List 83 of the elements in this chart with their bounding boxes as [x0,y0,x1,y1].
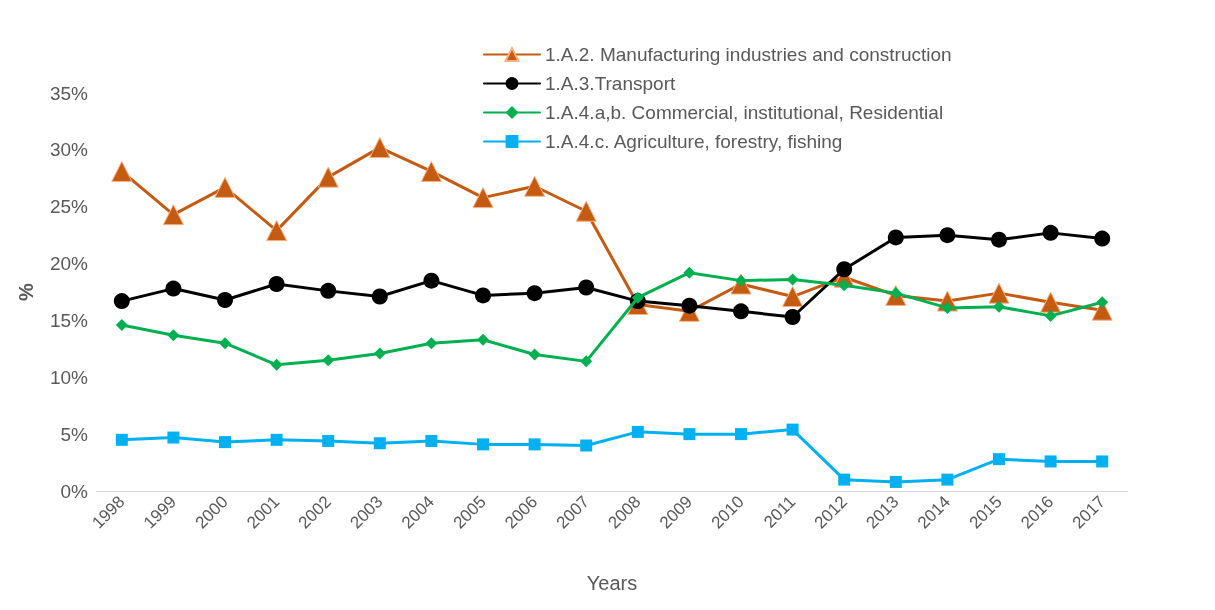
point [425,337,438,350]
point [1042,224,1059,241]
point [320,282,337,299]
point [317,166,339,188]
legend-label: 1.A.4.c. Agriculture, forestry, fishing [545,131,843,152]
point [373,437,386,450]
point [477,333,489,346]
point [836,261,853,278]
y-tick-label: 35% [49,82,89,104]
y-tick-label: 15% [49,309,89,331]
point [1044,309,1057,322]
point [580,355,593,368]
point [988,282,1010,304]
point [167,431,180,444]
y-tick-label: 20% [49,253,89,275]
point [268,276,285,293]
point [575,200,597,222]
point [425,434,438,447]
point [371,288,388,305]
x-axis-title: Years [586,572,638,594]
point [1094,230,1111,247]
point [528,438,541,451]
point [217,291,233,308]
point [631,425,644,438]
legend-label: 1.A.4.a,b. Commercial, institutional, Residential [545,102,944,123]
point [939,227,956,244]
point [782,286,804,308]
point [373,347,386,360]
point [322,434,335,447]
point [683,428,696,441]
point [322,354,335,367]
point [578,279,595,296]
point [162,204,184,226]
point [219,337,231,350]
point [1096,296,1109,309]
point [993,453,1005,466]
y-tick-label: 0% [60,480,89,502]
y-tick-label: 10% [49,366,89,388]
point [1040,291,1062,313]
point [838,473,851,486]
point [266,220,288,242]
point [115,318,128,331]
point [733,303,749,320]
point [214,176,236,198]
point [420,160,442,182]
y-axis-title: % [15,282,37,301]
point [165,280,182,297]
point [526,285,543,302]
point [683,266,696,279]
point [838,279,851,292]
point [524,175,546,197]
point [115,433,128,446]
point [423,272,440,289]
point [681,297,698,314]
point [477,438,489,451]
point [1044,455,1057,468]
point [270,358,283,371]
point [472,187,494,209]
point [1096,455,1109,468]
point [786,423,799,436]
point [993,300,1005,313]
point [167,329,180,342]
point [735,428,747,441]
point [786,273,799,286]
legend-label: 1.A.3.Transport [545,73,676,94]
point [369,137,391,159]
y-tick-label: 25% [49,196,89,218]
point [941,473,954,486]
point [475,287,491,304]
point [887,229,904,246]
point [580,439,593,452]
y-tick-label: 5% [60,423,89,445]
point [113,293,130,310]
point [111,160,133,182]
point [631,291,644,304]
point [784,309,801,326]
point [528,348,541,361]
legend-label: 1.A.2. Manufacturing industries and construction [545,44,952,65]
point [991,231,1007,248]
point [270,433,283,446]
point [219,436,231,449]
point [889,475,902,488]
y-tick-label: 30% [49,139,89,161]
